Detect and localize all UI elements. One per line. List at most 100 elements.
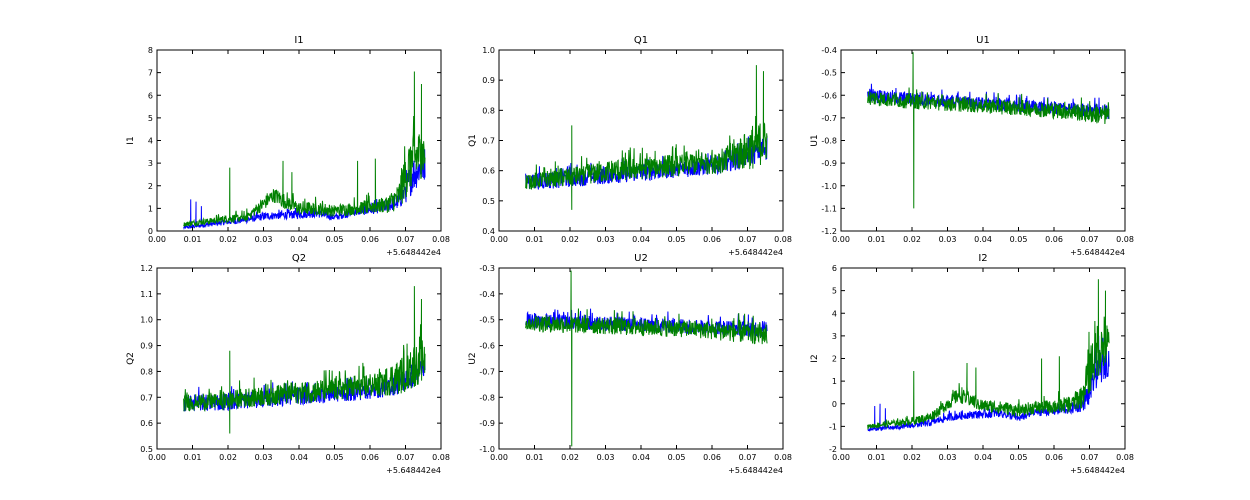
x-tick-label: 0.05 <box>326 235 344 244</box>
y-tick-label: 8 <box>148 46 153 55</box>
y-tick-label: 0.9 <box>482 76 495 85</box>
x-offset-label: +5.648442e4 <box>386 466 441 475</box>
series-line-I1-1 <box>183 148 426 230</box>
x-tick-label: 0.08 <box>1116 453 1134 462</box>
x-tick-label: 0.01 <box>868 235 886 244</box>
x-tick-label: 0.03 <box>255 453 273 462</box>
x-tick-label: 0.08 <box>774 453 792 462</box>
x-tick-label: 0.08 <box>432 235 450 244</box>
x-tick-label: 0.03 <box>597 453 615 462</box>
y-tick-label: -1.0 <box>821 182 837 191</box>
x-tick-label: 0.02 <box>903 235 921 244</box>
y-axis-label: I1 <box>126 136 136 144</box>
x-tick-label: 0.00 <box>490 235 508 244</box>
subplot-I2: 0.00 0.01 0.02 0.03 0.04 0.05 0.06 0.07 0.08 -2 -1… <box>810 253 1134 475</box>
x-tick-label: 0.01 <box>184 453 202 462</box>
y-tick-label: 2 <box>148 182 153 191</box>
axes-frame <box>840 49 1126 232</box>
subplot-title: Q2 <box>292 253 306 264</box>
y-tick-label: 1.0 <box>140 316 153 325</box>
x-tick-label: 0.01 <box>526 453 544 462</box>
y-tick-label: 0.6 <box>140 419 153 428</box>
x-tick-label: 0.01 <box>868 453 886 462</box>
y-tick-label: -2 <box>829 445 837 454</box>
y-tick-label: 4 <box>148 137 153 146</box>
x-tick-label: 0.07 <box>739 235 757 244</box>
y-tick-label: 0.8 <box>140 367 153 376</box>
x-tick-label: 0.06 <box>1045 235 1063 244</box>
y-tick-label: 0 <box>832 400 837 409</box>
x-tick-label: 0.06 <box>703 235 721 244</box>
y-axis-label: Q2 <box>126 352 136 365</box>
x-offset-label: +5.648442e4 <box>728 466 783 475</box>
x-tick-label: 0.07 <box>1081 453 1099 462</box>
x-offset-label: +5.648442e4 <box>728 248 783 257</box>
y-tick-label: -1.0 <box>479 445 495 454</box>
series-line-I1-2 <box>183 71 426 227</box>
y-tick-label: -0.9 <box>821 159 837 168</box>
subplot-Q1: 0.00 0.01 0.02 0.03 0.04 0.05 0.06 0.07 0.08 0.4 0… <box>468 35 792 257</box>
subplot-U1: 0.00 0.01 0.02 0.03 0.04 0.05 0.06 0.07 0.08 -0.4… <box>810 35 1134 257</box>
axes-frame <box>156 267 442 450</box>
x-tick-label: 0.04 <box>974 453 992 462</box>
y-tick-label: 1 <box>148 204 153 213</box>
y-tick-label: 3 <box>148 159 153 168</box>
x-tick-label: 0.06 <box>361 453 379 462</box>
y-tick-label: 2 <box>832 355 837 364</box>
x-tick-label: 0.08 <box>1116 235 1134 244</box>
y-tick-label: -0.6 <box>821 91 837 100</box>
y-tick-label: -0.4 <box>821 46 837 55</box>
y-tick-label: 0.8 <box>482 106 495 115</box>
y-tick-label: 0.5 <box>140 445 153 454</box>
x-tick-label: 0.06 <box>1045 453 1063 462</box>
y-tick-label: 0.7 <box>140 393 153 402</box>
subplot-title: U2 <box>634 253 648 264</box>
x-tick-label: 0.04 <box>632 453 650 462</box>
y-tick-label: -1 <box>829 422 837 431</box>
x-tick-label: 0.00 <box>148 453 166 462</box>
y-tick-label: -0.7 <box>479 367 495 376</box>
y-tick-label: -1.2 <box>821 227 837 236</box>
x-tick-label: 0.00 <box>490 453 508 462</box>
x-tick-label: 0.01 <box>184 235 202 244</box>
x-tick-label: 0.00 <box>148 235 166 244</box>
x-tick-label: 0.02 <box>219 453 237 462</box>
y-tick-label: 0.4 <box>482 227 495 236</box>
x-tick-label: 0.00 <box>832 453 850 462</box>
y-tick-label: -1.1 <box>821 204 837 213</box>
y-axis-label: Q1 <box>468 134 478 147</box>
y-tick-label: -0.9 <box>479 419 495 428</box>
y-tick-label: -0.8 <box>821 137 837 146</box>
series-line-Q1-2 <box>525 65 768 210</box>
x-tick-label: 0.03 <box>939 453 957 462</box>
y-tick-label: 0.9 <box>140 342 153 351</box>
y-tick-label: 6 <box>148 91 153 100</box>
x-offset-label: +5.648442e4 <box>386 248 441 257</box>
y-axis-label: I2 <box>810 354 820 362</box>
subplot-title: I1 <box>294 35 303 46</box>
x-tick-label: 0.04 <box>632 235 650 244</box>
x-tick-label: 0.04 <box>290 453 308 462</box>
y-axis-label: U2 <box>468 352 478 364</box>
x-offset-label: +5.648442e4 <box>1070 248 1125 257</box>
y-tick-label: 1 <box>832 377 837 386</box>
series-line-I2-2 <box>867 279 1110 430</box>
y-tick-label: -0.8 <box>479 393 495 402</box>
y-tick-label: -0.5 <box>479 316 495 325</box>
x-tick-label: 0.08 <box>774 235 792 244</box>
y-tick-label: 5 <box>148 114 153 123</box>
subplot-U2: 0.00 0.01 0.02 0.03 0.04 0.05 0.06 0.07 0.08 -0.3… <box>468 253 792 475</box>
x-tick-label: 0.07 <box>397 453 415 462</box>
y-tick-label: 0.5 <box>482 197 495 206</box>
y-tick-label: 0 <box>148 227 153 236</box>
subplot-title: U1 <box>976 35 990 46</box>
x-tick-label: 0.03 <box>597 235 615 244</box>
y-tick-label: 1.0 <box>482 46 495 55</box>
x-tick-label: 0.05 <box>1010 453 1028 462</box>
subplot-I1: 0.00 0.01 0.02 0.03 0.04 0.05 0.06 0.07 0.08 0 1 2 3… <box>126 35 450 257</box>
y-tick-label: 5 <box>832 287 837 296</box>
x-offset-label: +5.648442e4 <box>1070 466 1125 475</box>
x-tick-label: 0.04 <box>290 235 308 244</box>
axes-frame <box>498 267 784 450</box>
